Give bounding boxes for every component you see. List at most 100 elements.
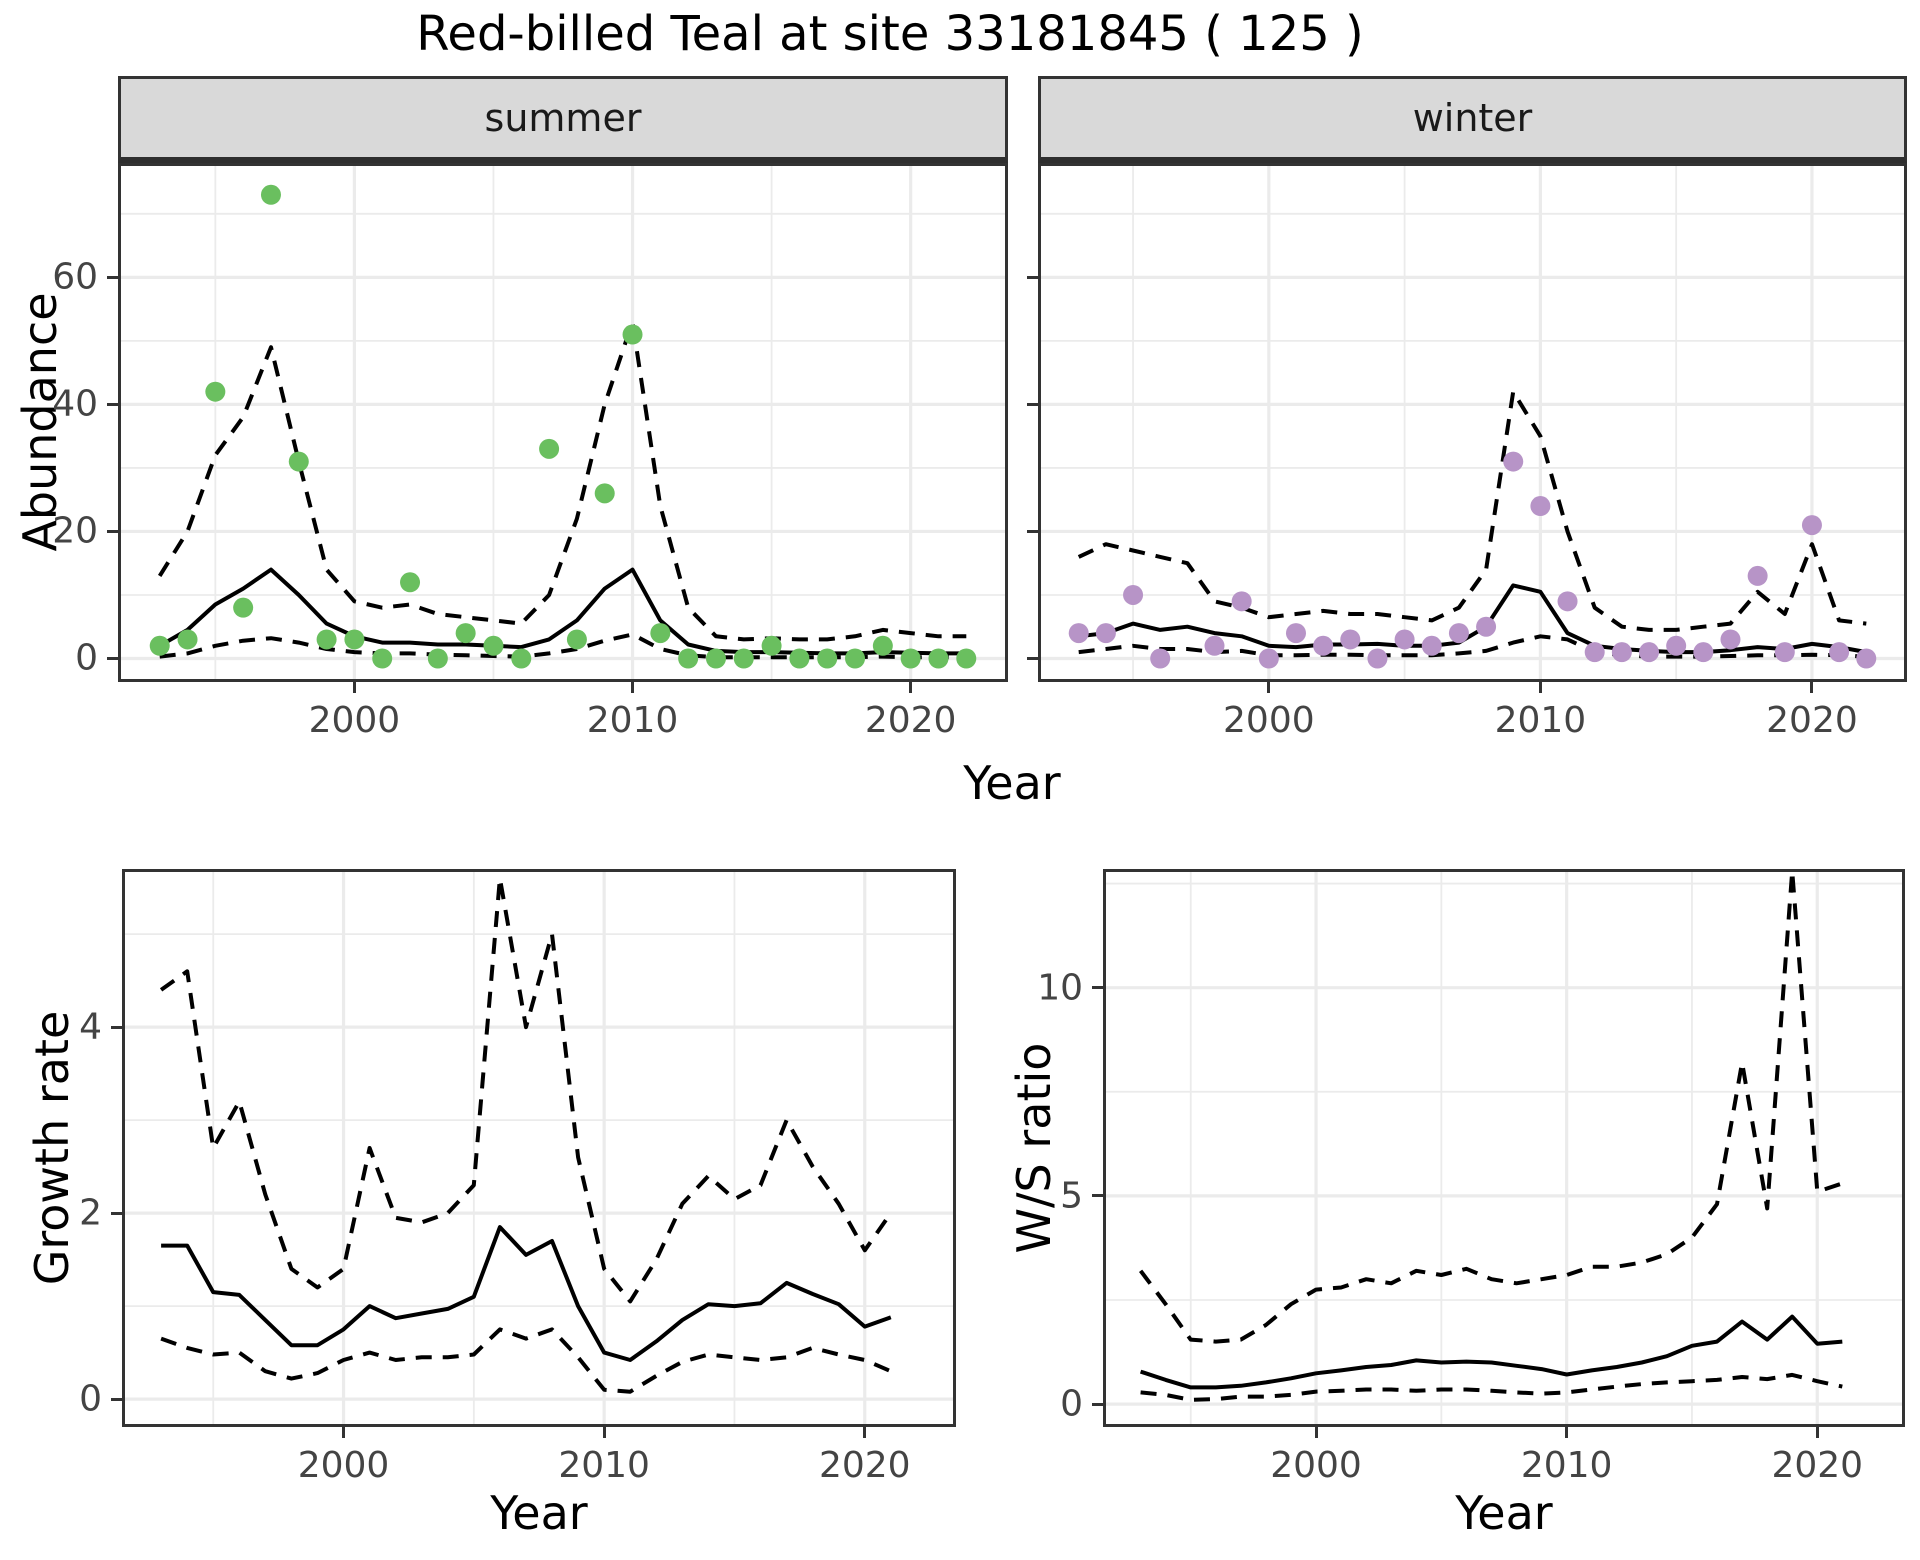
data-point	[1557, 591, 1578, 612]
facet-strip-summer: summer	[118, 76, 1008, 163]
data-point	[1313, 635, 1334, 656]
y-axis-tick	[107, 275, 118, 279]
data-point	[205, 381, 226, 402]
data-point	[455, 623, 476, 644]
x-axis-tick-label: 2000	[308, 700, 401, 741]
data-point	[928, 648, 949, 669]
y-axis-tick	[1027, 402, 1038, 406]
data-point	[1801, 515, 1822, 536]
x-axis-tick	[342, 1427, 346, 1438]
growth-rate-y-axis-title: Growth rate	[25, 1010, 79, 1286]
data-point	[1530, 496, 1551, 517]
data-point	[594, 483, 615, 504]
x-axis-tick	[863, 1427, 867, 1438]
data-point	[177, 629, 198, 650]
x-axis-tick	[1314, 1427, 1318, 1438]
panel-border	[1103, 869, 1905, 1427]
x-axis-tick	[631, 682, 635, 693]
x-axis-tick-label: 2020	[1766, 700, 1858, 741]
data-point	[1231, 591, 1252, 612]
ci-line	[1139, 869, 1843, 1344]
y-axis-tick	[111, 1211, 122, 1215]
ws-ratio-plot	[1103, 869, 1905, 1427]
data-point	[1123, 584, 1144, 605]
data-point	[1150, 648, 1171, 669]
data-point	[566, 629, 587, 650]
x-axis-tick-label: 2000	[1270, 1445, 1362, 1486]
y-axis-tick	[1092, 1194, 1103, 1198]
data-point	[789, 648, 810, 669]
data-point	[761, 635, 782, 656]
data-point	[260, 184, 281, 205]
data-point	[149, 635, 170, 656]
data-point	[1639, 642, 1660, 663]
data-point	[1774, 642, 1795, 663]
data-point	[1068, 623, 1089, 644]
facet-strip-summer-label: summer	[484, 96, 642, 140]
x-axis-tick	[1565, 1427, 1569, 1438]
data-point	[483, 635, 504, 656]
y-axis-tick	[1092, 1402, 1103, 1406]
ci-line	[160, 1327, 892, 1394]
data-point	[817, 648, 838, 669]
ci-line	[1078, 634, 1867, 659]
growth-rate-x-axis-title: Year	[490, 1486, 588, 1540]
x-axis-tick	[352, 682, 356, 693]
data-point	[372, 648, 393, 669]
data-point	[650, 623, 671, 644]
data-point	[1476, 616, 1497, 637]
ci-line	[159, 876, 893, 1304]
abundance-x-axis-title: Year	[963, 756, 1061, 810]
abundance-winter-plot	[1038, 163, 1907, 682]
x-axis-tick	[1267, 682, 1271, 693]
data-point	[1421, 635, 1442, 656]
data-point	[1448, 623, 1469, 644]
data-point	[872, 635, 893, 656]
data-point	[1666, 635, 1687, 656]
x-axis-tick	[1810, 682, 1814, 693]
fit-line	[161, 1225, 892, 1362]
y-axis-tick	[111, 1397, 122, 1401]
data-point	[1340, 629, 1361, 650]
y-axis-tick-label: 4	[79, 1006, 102, 1048]
x-axis-tick-label: 2010	[1494, 700, 1587, 741]
data-point	[1747, 565, 1768, 586]
x-axis-tick-label: 2020	[818, 1445, 911, 1486]
data-point	[316, 629, 337, 650]
y-axis-tick	[107, 402, 118, 406]
y-axis-tick	[111, 1025, 122, 1029]
x-axis-tick-label: 2000	[297, 1445, 390, 1486]
y-axis-tick	[107, 656, 118, 660]
data-point	[1258, 648, 1279, 669]
y-axis-tick-label: 5	[1060, 1175, 1083, 1217]
y-axis-tick	[1027, 656, 1038, 660]
data-point	[622, 324, 643, 345]
data-point	[1584, 642, 1605, 663]
y-axis-tick-label: 0	[75, 637, 98, 679]
data-point	[1095, 623, 1116, 644]
y-axis-tick	[1027, 275, 1038, 279]
data-point	[1856, 648, 1877, 669]
data-point	[1394, 629, 1415, 650]
data-point	[539, 438, 560, 459]
data-point	[1720, 629, 1741, 650]
ci-line	[1140, 1372, 1843, 1402]
y-axis-tick	[1027, 529, 1038, 533]
data-point	[288, 451, 309, 472]
data-point	[400, 572, 421, 593]
y-axis-tick-label: 0	[1060, 1383, 1083, 1425]
data-point	[233, 597, 254, 618]
y-axis-tick-label: 60	[52, 256, 98, 298]
data-point	[678, 648, 699, 669]
data-point	[427, 648, 448, 669]
y-axis-tick	[107, 529, 118, 533]
data-point	[344, 629, 365, 650]
y-axis-tick-label: 20	[52, 510, 98, 552]
y-axis-tick-label: 10	[1037, 967, 1083, 1009]
ws-ratio-x-axis-title: Year	[1455, 1486, 1553, 1540]
facet-strip-winter: winter	[1038, 76, 1907, 163]
y-axis-tick-label: 2	[79, 1192, 102, 1234]
facet-strip-winter-label: winter	[1412, 96, 1533, 140]
panel-border	[118, 163, 1008, 682]
